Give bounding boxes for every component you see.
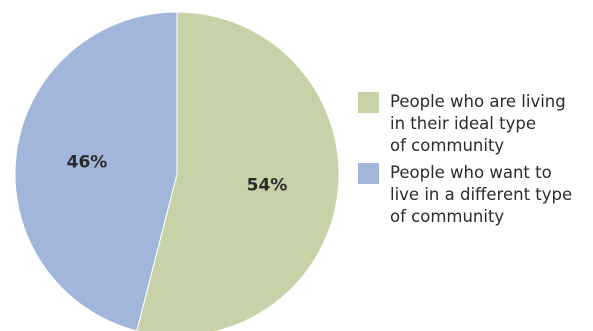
legend-swatch-different-community xyxy=(358,163,379,184)
slice-label-ideal-community: 54% xyxy=(247,175,288,195)
legend-swatch-ideal-community xyxy=(358,92,379,113)
slice-label-different-community: 46% xyxy=(67,153,108,173)
pie-slice-ideal-community xyxy=(136,11,340,331)
pie-slice-different-community xyxy=(14,11,178,331)
legend-label-ideal-community: People who are living in their ideal typ… xyxy=(390,92,566,155)
legend-item-different-community: People who want to live in a different t… xyxy=(358,162,590,228)
legend-item-ideal-community: People who are living in their ideal typ… xyxy=(358,91,590,157)
legend-label-different-community: People who want to live in a different t… xyxy=(390,163,573,226)
legend: People who are living in their ideal typ… xyxy=(358,91,590,233)
